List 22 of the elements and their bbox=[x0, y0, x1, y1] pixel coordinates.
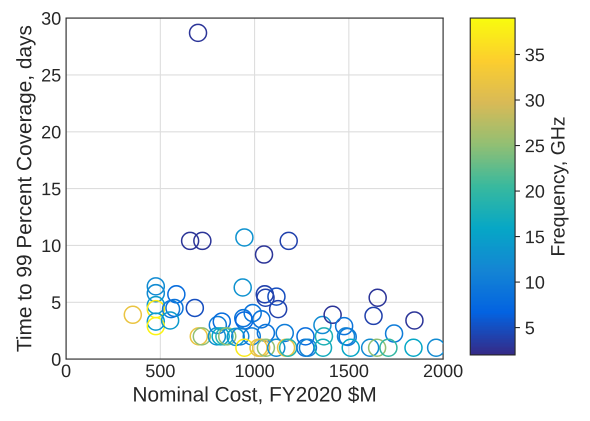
y-tick-label: 5 bbox=[52, 296, 60, 309]
color-bar-label: 35 bbox=[525, 48, 544, 62]
color-bar-title: Frequency, GHz bbox=[550, 117, 569, 255]
color-bar-label: 20 bbox=[526, 184, 544, 198]
y-tick-label: 20 bbox=[42, 126, 61, 138]
y-tick-label: 15 bbox=[42, 182, 60, 196]
x-tick-label: 500 bbox=[146, 364, 175, 378]
y-tick-label: 0 bbox=[52, 353, 61, 366]
y-tick-label: 25 bbox=[42, 68, 60, 82]
color-bar-label: 15 bbox=[526, 230, 544, 244]
y-tick-label: 30 bbox=[42, 12, 61, 25]
x-tick-label: 1000 bbox=[236, 364, 274, 378]
color-bar-label: 30 bbox=[525, 94, 544, 107]
color-bar-label: 5 bbox=[526, 322, 534, 334]
color-bar-label: 10 bbox=[526, 276, 544, 289]
y-axis-title: Time to 99 Percent Coverage, days bbox=[16, 26, 36, 352]
x-tick-label: 2000 bbox=[424, 364, 462, 378]
x-axis-title: Nominal Cost, FY2020 $M bbox=[134, 386, 376, 404]
color-bar-label: 25 bbox=[526, 139, 544, 152]
x-tick-label: 1500 bbox=[330, 364, 368, 378]
y-tick-label: 10 bbox=[42, 239, 61, 252]
x-tick-label: 0 bbox=[62, 364, 70, 378]
